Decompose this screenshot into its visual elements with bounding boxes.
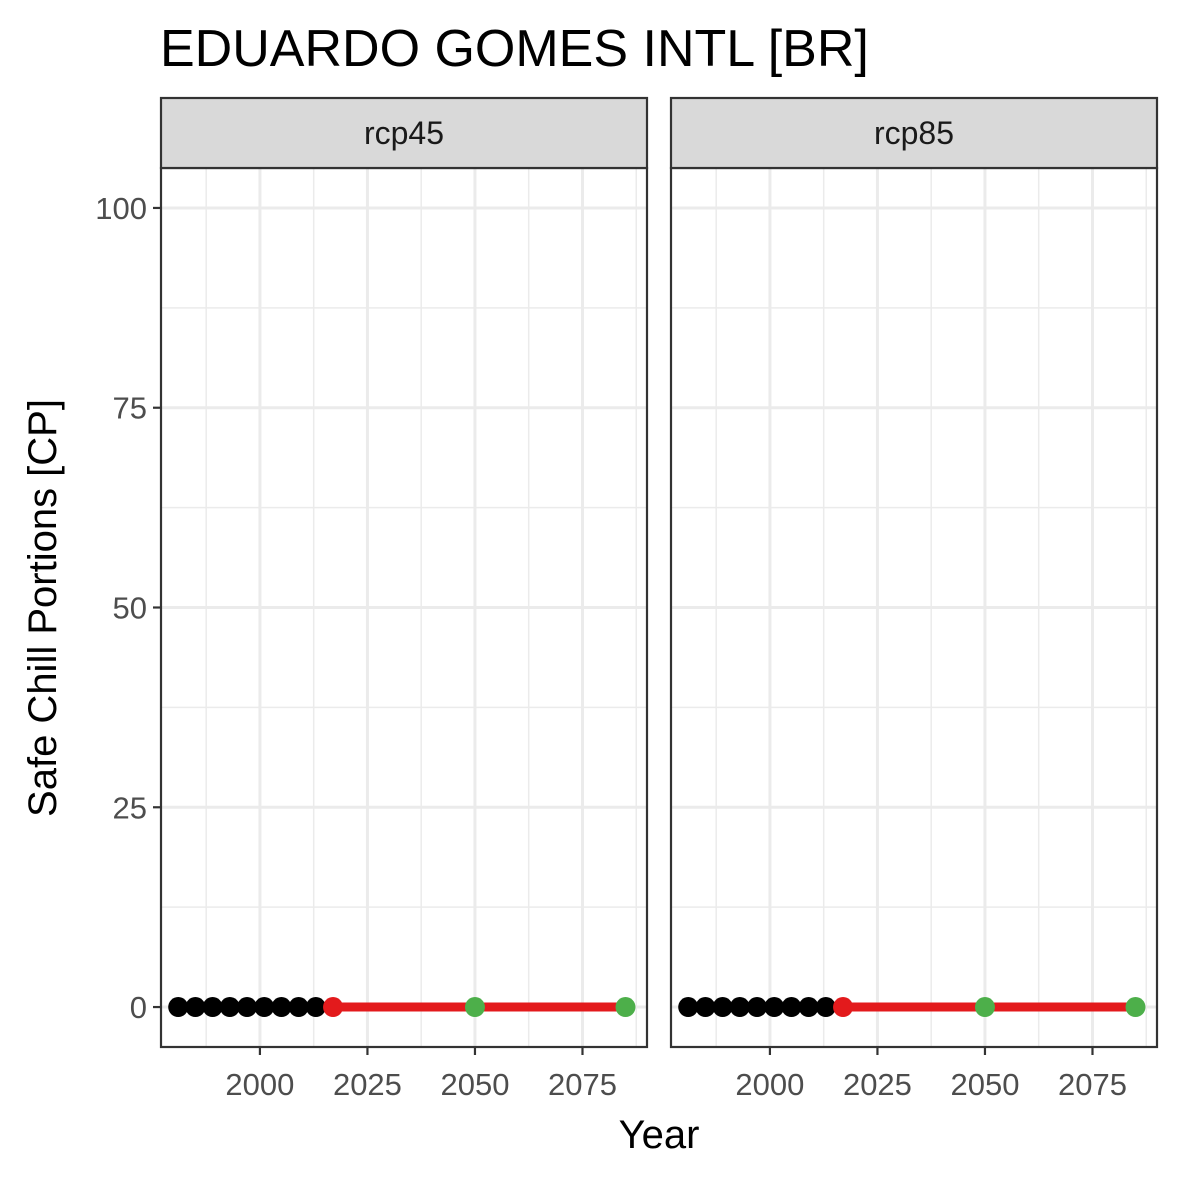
x-tick-label: 2075 [548, 1067, 617, 1102]
panels: rcp45 2000 2025 2050 2075 rcp85 2000 2025 2050 20… [159, 96, 1159, 1102]
historic-point [764, 997, 785, 1018]
x-axis-title: Year [619, 1113, 700, 1157]
panel-rcp45: rcp45 2000 2025 2050 2075 [159, 96, 649, 1102]
x-tick-label: 2025 [843, 1067, 912, 1102]
historic-point [695, 997, 716, 1018]
historic-point [678, 997, 699, 1018]
x-tick-label: 2050 [440, 1067, 509, 1102]
strip-label: rcp45 [364, 115, 444, 151]
historic-point [219, 997, 240, 1018]
historic-point [729, 997, 750, 1018]
red-point [323, 997, 344, 1018]
scenario-point [464, 997, 485, 1018]
x-tick-label: 2050 [950, 1067, 1019, 1102]
y-tick-label: 0 [130, 990, 147, 1025]
strip-background [669, 96, 1159, 170]
historic-point [712, 997, 733, 1018]
y-tick-label: 50 [113, 591, 147, 626]
x-tick-label: 2000 [225, 1067, 294, 1102]
historic-point [185, 997, 206, 1018]
historic-point [254, 997, 275, 1018]
historic-point [271, 997, 292, 1018]
x-tick-label: 2025 [333, 1067, 402, 1102]
strip-background [159, 96, 649, 170]
historic-point [202, 997, 223, 1018]
historic-point [237, 997, 258, 1018]
scenario-point [1125, 997, 1146, 1018]
x-tick-label: 2075 [1058, 1067, 1127, 1102]
historic-point [798, 997, 819, 1018]
y-tick-label: 75 [113, 391, 147, 426]
y-tick-label: 100 [95, 191, 147, 226]
historic-point [168, 997, 189, 1018]
historic-point [781, 997, 802, 1018]
y-axis: 0 25 50 75 100 [95, 191, 161, 1025]
strip-label: rcp85 [874, 115, 954, 151]
chart-title: EDUARDO GOMES INTL [BR] [160, 20, 869, 78]
y-tick-label: 25 [113, 790, 147, 825]
panel-rcp85: rcp85 2000 2025 2050 2075 [669, 96, 1159, 1102]
red-point [833, 997, 854, 1018]
y-axis-title: Safe Chill Portions [CP] [21, 399, 65, 817]
scenario-point [615, 997, 636, 1018]
scenario-point [974, 997, 995, 1018]
historic-point [288, 997, 309, 1018]
historic-point [305, 997, 326, 1018]
historic-point [815, 997, 836, 1018]
historic-point [747, 997, 768, 1018]
x-tick-label: 2000 [735, 1067, 804, 1102]
